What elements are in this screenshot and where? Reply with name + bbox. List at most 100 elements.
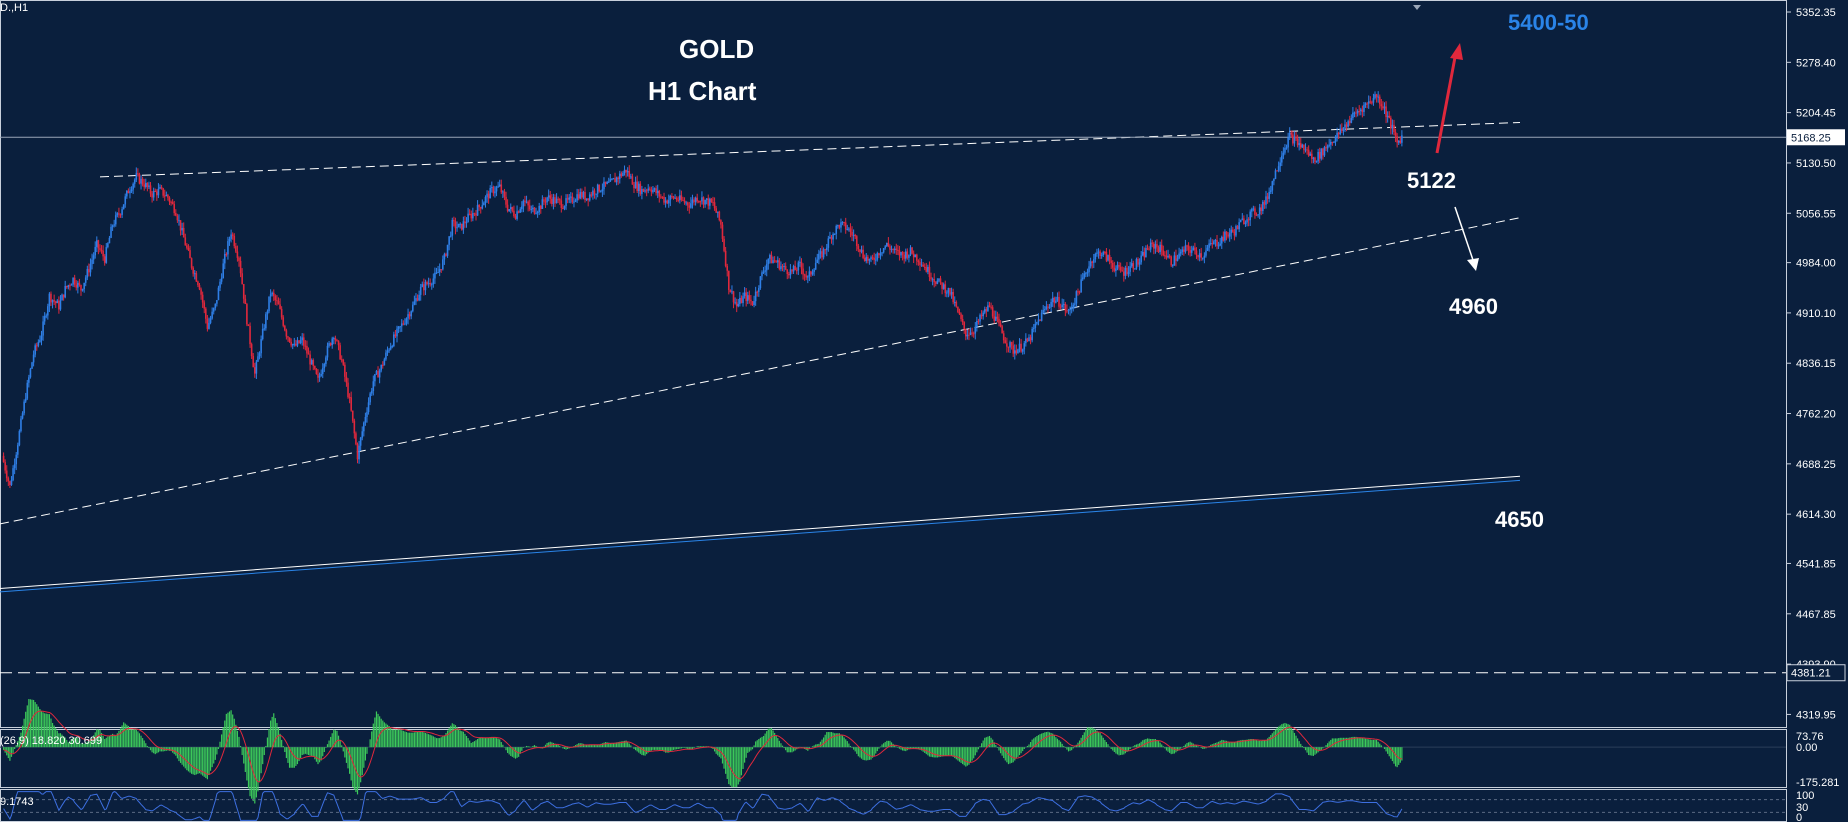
candle-body [282, 317, 285, 326]
candle-body [641, 189, 643, 194]
candle-body [309, 354, 311, 365]
candle-body [1306, 149, 1308, 151]
candle-body [487, 193, 490, 199]
candle-body [5, 470, 8, 479]
candle-body [156, 191, 158, 196]
candle-body [443, 254, 446, 260]
candle-body [886, 242, 888, 247]
candle-body [1012, 345, 1014, 354]
candle-body [588, 194, 591, 201]
candle-body [1334, 137, 1337, 143]
candle-body [383, 359, 386, 366]
candle-body [116, 213, 119, 216]
candle-body [355, 433, 357, 445]
candle-body [611, 179, 613, 181]
candle-body [846, 229, 849, 231]
candle-body [1355, 112, 1357, 114]
candle-body [1401, 135, 1403, 143]
candle-body [1160, 244, 1163, 251]
candle-body [723, 238, 725, 251]
candle-body [795, 270, 798, 272]
candle-body [500, 184, 503, 193]
candle-body [78, 282, 81, 286]
candle-body [890, 249, 893, 251]
candle-body [824, 249, 826, 251]
candle-body [1378, 96, 1381, 105]
candle-body [1344, 124, 1346, 128]
candle-body [1127, 271, 1130, 275]
candle-body [299, 340, 302, 344]
candle-body [934, 282, 937, 284]
candle-body [236, 251, 239, 258]
candle-body [873, 257, 875, 260]
candle-body [522, 200, 525, 207]
candle-body [160, 187, 163, 189]
candle-body [146, 182, 149, 187]
candle-body [767, 258, 770, 265]
candle-body [1151, 242, 1154, 244]
candle-body [295, 343, 297, 346]
candle-body [622, 172, 624, 177]
candle-body [1314, 157, 1316, 162]
candle-body [874, 259, 877, 261]
y-tick-label: 4688.25 [1796, 459, 1836, 471]
candle-body [144, 182, 147, 187]
candle-body [364, 417, 367, 423]
candle-body [524, 200, 526, 202]
candle-body [1168, 255, 1171, 257]
candle-body [557, 198, 559, 200]
candle-body [419, 286, 422, 295]
candle-body [434, 272, 436, 279]
candle-body [388, 349, 390, 351]
candle-body [735, 302, 738, 307]
candle-body [963, 322, 966, 330]
candle-body [279, 304, 281, 309]
candle-body [1028, 337, 1030, 342]
candle-body [206, 318, 209, 329]
candle-body [114, 215, 117, 225]
candle-body [680, 195, 683, 200]
candle-body [192, 267, 194, 274]
candle-body [521, 206, 523, 210]
y-tick-label: 5352.35 [1796, 7, 1836, 19]
candle-body [1303, 144, 1305, 150]
candle-body [432, 278, 435, 285]
candle-body [1268, 191, 1270, 199]
candle-body [326, 345, 329, 358]
candle-body [238, 257, 240, 261]
candle-body [405, 318, 408, 324]
candle-body [476, 205, 479, 216]
chart-title: GOLD [679, 34, 755, 64]
candle-body [897, 249, 899, 251]
candle-body [184, 237, 187, 246]
candle-body [650, 189, 653, 193]
y-tick-label: 4836.15 [1796, 358, 1836, 370]
candle-body [1216, 240, 1218, 246]
candle-body [974, 326, 977, 334]
candle-body [325, 357, 327, 364]
y-tick-label: 4319.95 [1796, 709, 1836, 721]
current-price-label: 5168.25 [1791, 132, 1831, 144]
candle-body [765, 264, 768, 271]
candle-body [547, 195, 550, 198]
candle-body [1243, 218, 1245, 224]
candle-body [927, 266, 929, 272]
candle-body [983, 309, 986, 313]
candle-body [1050, 301, 1052, 307]
candle-body [108, 237, 111, 244]
candle-body [625, 169, 627, 173]
candle-body [1273, 178, 1275, 182]
candle-body [122, 204, 125, 210]
candle-body [423, 284, 425, 291]
candle-body [195, 273, 198, 282]
candle-body [1083, 273, 1086, 278]
candle-body [331, 338, 334, 346]
candle-body [919, 262, 921, 265]
candle-body [397, 326, 400, 329]
candle-body [745, 292, 747, 301]
candle-body [953, 301, 956, 303]
candle-body [1276, 170, 1278, 172]
candle-body [208, 322, 210, 329]
